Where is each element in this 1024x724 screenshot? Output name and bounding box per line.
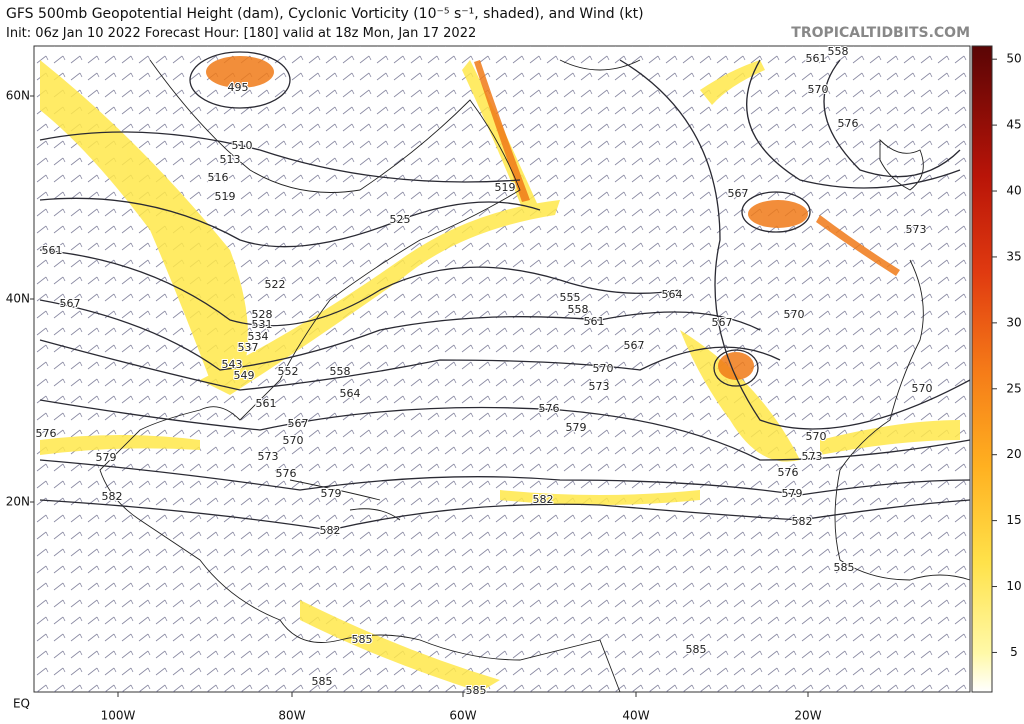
contour-label: 552: [278, 365, 299, 378]
contour-label: 561: [256, 397, 277, 410]
contour-label: 555: [560, 291, 581, 304]
lon-label: 100W: [101, 709, 136, 723]
contour-label: 573: [589, 380, 610, 393]
contour-label: 582: [102, 490, 123, 503]
contour-label: 495: [228, 81, 249, 94]
contour-label: 558: [330, 365, 351, 378]
colorbar-label: 15: [1006, 513, 1021, 527]
contour-label: 576: [778, 466, 799, 479]
colorbar-label: 25: [1006, 381, 1021, 395]
coastlines: [99, 59, 971, 693]
colorbar-label: 35: [1006, 249, 1021, 263]
credit: TROPICALTIDBITS.COM: [791, 25, 970, 41]
contour-label: 582: [320, 524, 341, 537]
contour-label: 525: [390, 213, 411, 226]
map-area: 4955105135165195255195225285315345375435…: [33, 44, 971, 698]
contour-label: 561: [806, 52, 827, 65]
contour-label: 585: [686, 643, 707, 656]
lat-label: 40N: [6, 292, 30, 306]
contour-label: 576: [36, 427, 57, 440]
contour-label: 549: [234, 369, 255, 382]
contour-label: 567: [712, 316, 733, 329]
contour-label: 522: [265, 278, 286, 291]
contour-label: 579: [782, 487, 803, 500]
contour-label: 567: [728, 187, 749, 200]
vorticity-shading: [40, 60, 960, 692]
contour-label: 570: [283, 434, 304, 447]
contour-label: 576: [539, 402, 560, 415]
contour-label: 585: [466, 684, 487, 697]
contour-label: 531: [252, 318, 273, 331]
contour-label: 519: [215, 190, 236, 203]
colorbar-label: 5: [1010, 645, 1018, 659]
height-contours: [39, 51, 971, 531]
contour-label: 573: [258, 450, 279, 463]
contour-label: 585: [352, 633, 373, 646]
contour-label: 579: [321, 487, 342, 500]
colorbar: [971, 45, 993, 693]
contour-label: 567: [624, 339, 645, 352]
lon-label: 20W: [794, 709, 821, 723]
colorbar-label: 10: [1006, 579, 1021, 593]
contour-label: 579: [566, 421, 587, 434]
contour-label: 576: [838, 117, 859, 130]
contour-label: 564: [340, 387, 361, 400]
contour-label: 570: [593, 362, 614, 375]
colorbar-label: 20: [1006, 447, 1021, 461]
contour-label: 561: [42, 244, 63, 257]
contour-label: 579: [96, 451, 117, 464]
subtitle: Init: 06z Jan 10 2022 Forecast Hour: [18…: [6, 26, 476, 41]
contour-label: 570: [912, 382, 933, 395]
contour-label: 570: [806, 430, 827, 443]
colorbar-label: 45: [1006, 118, 1021, 132]
lon-label: 60W: [449, 709, 476, 723]
contour-label: 516: [208, 171, 229, 184]
contour-label: 510: [232, 139, 253, 152]
contour-label: 570: [808, 83, 829, 96]
colorbar-label: 50: [1006, 52, 1021, 66]
contour-label: 573: [906, 223, 927, 236]
contour-label: 561: [584, 315, 605, 328]
lat-label: EQ: [13, 697, 30, 711]
contour-label: 576: [276, 467, 297, 480]
contour-label: 570: [784, 308, 805, 321]
title: GFS 500mb Geopotential Height (dam), Cyc…: [6, 6, 644, 22]
contour-label: 585: [834, 561, 855, 574]
contour-label: 537: [238, 341, 259, 354]
contour-labels: 4955105135165195255195225285315345375435…: [35, 44, 934, 698]
lat-label: 60N: [6, 89, 30, 103]
contour-label: 558: [568, 303, 589, 316]
contour-label: 528: [252, 308, 273, 321]
contour-label: 564: [662, 288, 683, 301]
vorticity-max: [206, 56, 900, 380]
contour-label: 558: [828, 45, 849, 58]
contour-label: 585: [312, 675, 333, 688]
lon-label: 80W: [278, 709, 305, 723]
contour-label: 534: [248, 330, 269, 343]
lon-label: 40W: [622, 709, 649, 723]
contour-label: 573: [802, 450, 823, 463]
contour-label: 582: [792, 515, 813, 528]
contour-label: 543: [222, 358, 243, 371]
contour-label: 513: [220, 153, 241, 166]
contour-label: 567: [60, 297, 81, 310]
contour-label: 567: [288, 417, 309, 430]
colorbar-label: 40: [1006, 184, 1021, 198]
lat-label: 20N: [6, 495, 30, 509]
contour-label: 519: [495, 181, 516, 194]
colorbar-label: 30: [1006, 315, 1021, 329]
contour-label: 582: [533, 493, 554, 506]
